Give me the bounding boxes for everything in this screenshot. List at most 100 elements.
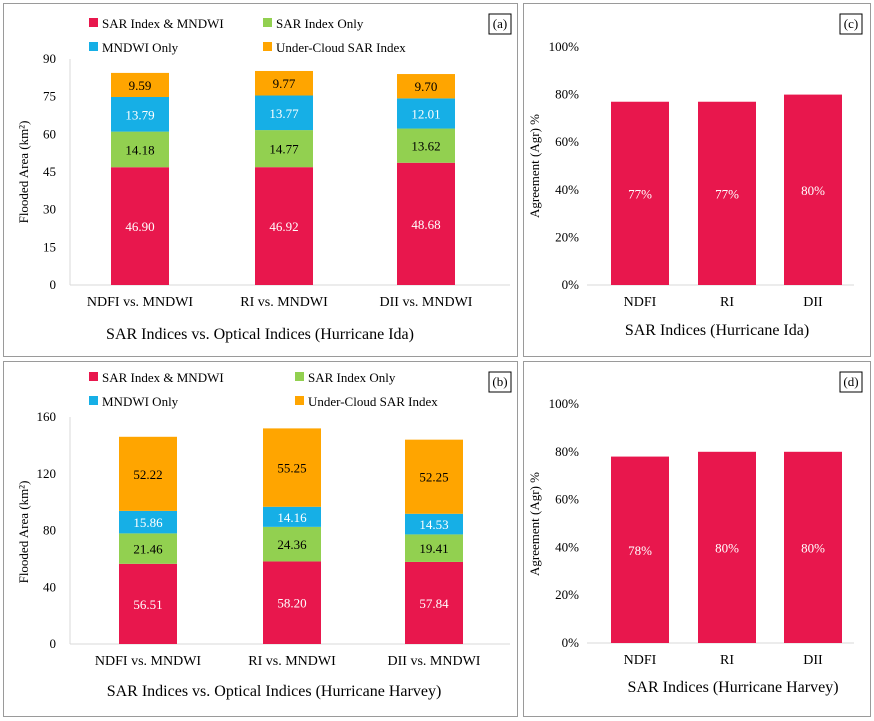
legend-swatch [295, 396, 304, 405]
bar-segment [397, 98, 455, 129]
bar-segment [255, 130, 313, 168]
y-tick-label: 30 [43, 202, 56, 217]
bar-value-label: 19.41 [419, 541, 448, 556]
bar-value-label: 14.77 [269, 142, 299, 157]
bar-segment [397, 74, 455, 99]
chart-panel-d: (d) 0% 20% 40% 60% 80% 100% 78% NDFI 80% RI 80% DII S… [523, 361, 871, 717]
y-tick-label: 45 [43, 164, 56, 179]
legend-label: SAR Index Only [308, 370, 396, 385]
y-tick-label: 20% [555, 229, 579, 244]
y-tick-label: 120 [37, 466, 57, 481]
category-label: NDFI [624, 295, 657, 310]
category-label: RI vs. MNDWI [240, 295, 328, 310]
panel-label-box [488, 13, 512, 35]
bar-segment [119, 533, 177, 564]
legend-swatch [263, 18, 272, 27]
chart-panel-c: (c) 0% 20% 40% 60% 80% 100% 77% NDFI 77% RI 80% DII S… [523, 3, 871, 357]
legend-label: SAR Index & MNDWI [102, 370, 224, 385]
bar-value-label: 57.84 [419, 596, 449, 611]
bar-segment [255, 95, 313, 131]
stacked-bar-chart-ida: SAR Index & MNDWI SAR Index Only MNDWI Onl… [16, 13, 512, 343]
y-tick-label: 20% [555, 587, 579, 602]
chart-panel-a: SAR Index & MNDWI SAR Index Only MNDWI Onl… [3, 3, 518, 357]
y-axis-title: Flooded Area (km²) [16, 481, 31, 584]
y-axis-title: Agreement (Agr) % [527, 472, 542, 576]
legend-swatch [89, 42, 98, 51]
x-axis-title: SAR Indices vs. Optical Indices (Hurrica… [106, 326, 414, 343]
agreement-bar [698, 451, 756, 643]
bar-segment [255, 167, 313, 285]
bar-segment [111, 72, 169, 97]
category-label: DII [803, 295, 823, 310]
bar-value-label: 80% [715, 540, 739, 555]
y-tick-label: 0% [562, 635, 580, 650]
bar-segment [397, 162, 455, 285]
legend-label: SAR Index Only [276, 16, 364, 31]
bar-value-label: 52.25 [419, 470, 448, 485]
legend-swatch [263, 42, 272, 51]
y-tick-label: 100% [549, 39, 580, 54]
chart-panel-b: SAR Index & MNDWI SAR Index Only MNDWI Onl… [3, 361, 518, 717]
category-label: NDFI [624, 653, 657, 668]
bar-value-label: 12.01 [411, 106, 440, 121]
bar-value-label: 48.68 [411, 217, 440, 232]
agreement-bar [698, 101, 756, 286]
y-tick-label: 60% [555, 134, 579, 149]
category-label: RI vs. MNDWI [248, 654, 336, 669]
panel-label-box [488, 371, 512, 393]
bar-value-label: 9.59 [129, 78, 152, 93]
agreement-bar [611, 101, 669, 286]
bar-value-label: 77% [628, 186, 652, 201]
y-tick-label: 40% [555, 182, 579, 197]
category-label: NDFI vs. MNDWI [87, 295, 194, 310]
bar-segment [119, 436, 177, 511]
category-label: DII [803, 653, 823, 668]
bar-value-label: 14.18 [125, 142, 154, 157]
bar-value-label: 58.20 [277, 596, 306, 611]
bar-value-label: 9.77 [273, 76, 296, 91]
bar-value-label: 14.16 [277, 510, 307, 525]
bar-value-label: 55.25 [277, 461, 306, 476]
bar-segment [405, 561, 463, 644]
category-label: DII vs. MNDWI [380, 295, 473, 310]
bar-segment [111, 96, 169, 132]
agreement-bar [784, 451, 842, 643]
bar-value-label: 13.77 [269, 106, 299, 121]
bar-value-label: 56.51 [133, 597, 162, 612]
legend-swatch [89, 372, 98, 381]
panel-label: (c) [844, 16, 858, 31]
bar-segment [263, 526, 321, 562]
x-axis-title: SAR Indices (Hurricane Ida) [625, 322, 809, 339]
legend-label: MNDWI Only [102, 394, 179, 409]
x-axis-title: SAR Indices vs. Optical Indices (Hurrica… [107, 683, 442, 700]
panel-label: (d) [843, 374, 858, 389]
y-tick-label: 160 [37, 409, 57, 424]
bar-value-label: 13.79 [125, 107, 154, 122]
panel-label-box [839, 13, 863, 35]
bar-value-label: 80% [801, 183, 825, 198]
bar-segment [405, 439, 463, 514]
bar-value-label: 24.36 [277, 537, 307, 552]
y-tick-label: 15 [43, 239, 56, 254]
bar-value-label: 78% [628, 543, 652, 558]
y-axis-title: Flooded Area (km²) [16, 121, 31, 224]
agreement-bar [784, 94, 842, 285]
bar-segment [119, 510, 177, 534]
y-tick-label: 100% [549, 396, 580, 411]
bar-value-label: 46.92 [269, 219, 298, 234]
bar-segment [263, 428, 321, 507]
x-axis-title: SAR Indices (Hurricane Harvey) [627, 679, 838, 696]
bar-value-label: 21.46 [133, 542, 163, 557]
bar-value-label: 13.62 [411, 139, 440, 154]
bar-value-label: 14.53 [419, 517, 448, 532]
bar-segment [119, 563, 177, 644]
bar-value-label: 80% [801, 540, 825, 555]
panel-label: (a) [493, 16, 507, 31]
agreement-bar-chart-harvey: (d) 0% 20% 40% 60% 80% 100% 78% NDFI 80% RI 80% DII S… [527, 371, 863, 696]
y-tick-label: 60% [555, 492, 579, 507]
bar-segment [255, 70, 313, 96]
bar-segment [111, 167, 169, 285]
bar-value-label: 9.70 [415, 79, 438, 94]
legend-label: SAR Index & MNDWI [102, 16, 224, 31]
y-tick-label: 80 [43, 523, 56, 538]
